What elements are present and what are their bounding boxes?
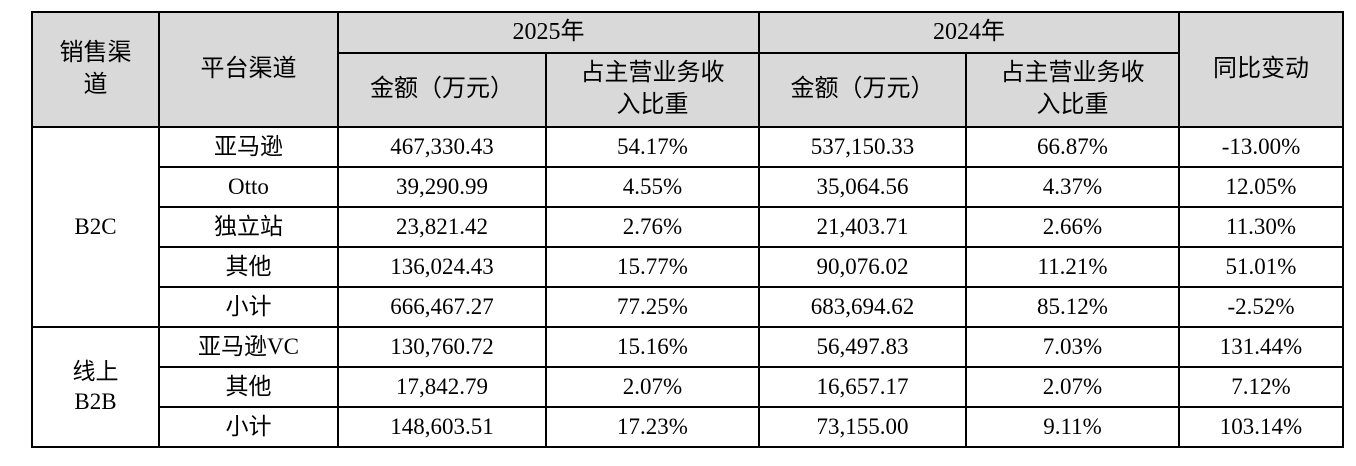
cell-amount-2025: 39,290.99 [337, 166, 547, 208]
cell-ratio-2025: 17.23% [545, 406, 760, 448]
table-row: 独立站 23,821.42 2.76% 21,403.71 2.66% 11.3… [32, 206, 1344, 248]
cell-platform: 亚马逊VC [158, 326, 339, 368]
table-row: 线上 B2B 亚马逊VC 130,760.72 15.16% 56,497.83… [31, 326, 1344, 448]
cell-ratio-2024: 7.03% [965, 326, 1180, 368]
cell-yoy: 131.44% [1178, 326, 1344, 368]
cell-yoy: 12.05% [1178, 166, 1344, 208]
table-row: 其他 17,842.79 2.07% 16,657.17 2.07% 7.12% [32, 366, 1344, 408]
cell-ratio-2025: 54.17% [545, 126, 760, 168]
header-platform-channel: 平台渠道 [158, 11, 339, 128]
cell-ratio-2025: 77.25% [545, 286, 760, 328]
table-row: 小计 666,467.27 77.25% 683,694.62 85.12% -… [32, 286, 1344, 328]
cell-amount-2025: 130,760.72 [337, 326, 547, 368]
cell-platform: 亚马逊 [158, 126, 339, 168]
cell-amount-2024: 16,657.17 [758, 366, 967, 408]
cell-ratio-2024: 66.87% [965, 126, 1180, 168]
cell-platform: 小计 [158, 286, 339, 328]
header-row-metrics: 金额（万元） 占主营业务收 入比重 金额（万元） 占主营业务收 入比重 [32, 52, 1343, 128]
table-header: 销售渠 道 平台渠道 2025年 2024年 同比变动 金额（万元） 占主营业务… [31, 11, 1344, 128]
cell-amount-2024: 73,155.00 [758, 406, 967, 448]
header-yoy-change: 同比变动 [1178, 11, 1344, 128]
cell-yoy: 7.12% [1178, 366, 1344, 408]
cell-platform: 其他 [158, 366, 339, 408]
header-year-2024: 2024年 [758, 11, 1180, 54]
cell-amount-2024: 683,694.62 [758, 286, 967, 328]
cell-amount-2024: 537,150.33 [758, 126, 967, 168]
header-2025-ratio: 占主营业务收 入比重 [545, 52, 760, 128]
cell-amount-2024: 35,064.56 [758, 166, 967, 208]
cell-amount-2025: 666,467.27 [337, 286, 547, 328]
cell-yoy: -13.00% [1178, 126, 1344, 168]
revenue-by-channel-table: 销售渠 道 平台渠道 2025年 2024年 同比变动 金额（万元） 占主营业务… [31, 11, 1344, 448]
cell-amount-2024: 56,497.83 [758, 326, 967, 368]
table-row: B2C 亚马逊 467,330.43 54.17% 537,150.33 66.… [31, 126, 1344, 328]
cell-ratio-2024: 4.37% [965, 166, 1180, 208]
revenue-table-container: 销售渠 道 平台渠道 2025年 2024年 同比变动 金额（万元） 占主营业务… [31, 11, 1344, 448]
table-row: 小计 148,603.51 17.23% 73,155.00 9.11% 103… [32, 406, 1344, 448]
cell-ratio-2025: 4.55% [545, 166, 760, 208]
header-2025-amount: 金额（万元） [337, 52, 547, 128]
header-2024-ratio: 占主营业务收 入比重 [965, 52, 1180, 128]
cell-ratio-2025: 2.07% [545, 366, 760, 408]
header-year-2025: 2025年 [337, 11, 760, 54]
cell-amount-2025: 148,603.51 [337, 406, 547, 448]
table-row: 其他 136,024.43 15.77% 90,076.02 11.21% 51… [32, 246, 1344, 288]
cell-ratio-2024: 2.66% [965, 206, 1180, 248]
cell-amount-2024: 90,076.02 [758, 246, 967, 288]
cell-platform: 小计 [158, 406, 339, 448]
cell-yoy: 11.30% [1178, 206, 1344, 248]
cell-amount-2025: 17,842.79 [337, 366, 547, 408]
cell-ratio-2025: 2.76% [545, 206, 760, 248]
cell-group-b2c: B2C [31, 126, 160, 328]
cell-ratio-2024: 85.12% [965, 286, 1180, 328]
header-sales-channel: 销售渠 道 [31, 11, 160, 128]
header-row-years: 销售渠 道 平台渠道 2025年 2024年 同比变动 [31, 11, 1344, 128]
cell-platform: Otto [158, 166, 339, 208]
cell-amount-2025: 467,330.43 [337, 126, 547, 168]
cell-ratio-2025: 15.16% [545, 326, 760, 368]
cell-platform: 其他 [158, 246, 339, 288]
cell-group-online-b2b: 线上 B2B [31, 326, 160, 448]
table-row: Otto 39,290.99 4.55% 35,064.56 4.37% 12.… [32, 166, 1344, 208]
cell-amount-2024: 21,403.71 [758, 206, 967, 248]
cell-ratio-2024: 2.07% [965, 366, 1180, 408]
cell-yoy: 51.01% [1178, 246, 1344, 288]
cell-amount-2025: 23,821.42 [337, 206, 547, 248]
cell-amount-2025: 136,024.43 [337, 246, 547, 288]
cell-ratio-2024: 9.11% [965, 406, 1180, 448]
table-body: B2C 亚马逊 467,330.43 54.17% 537,150.33 66.… [31, 126, 1344, 448]
cell-yoy: -2.52% [1178, 286, 1344, 328]
cell-platform: 独立站 [158, 206, 339, 248]
cell-yoy: 103.14% [1178, 406, 1344, 448]
cell-ratio-2025: 15.77% [545, 246, 760, 288]
header-2024-amount: 金额（万元） [758, 52, 967, 128]
cell-ratio-2024: 11.21% [965, 246, 1180, 288]
